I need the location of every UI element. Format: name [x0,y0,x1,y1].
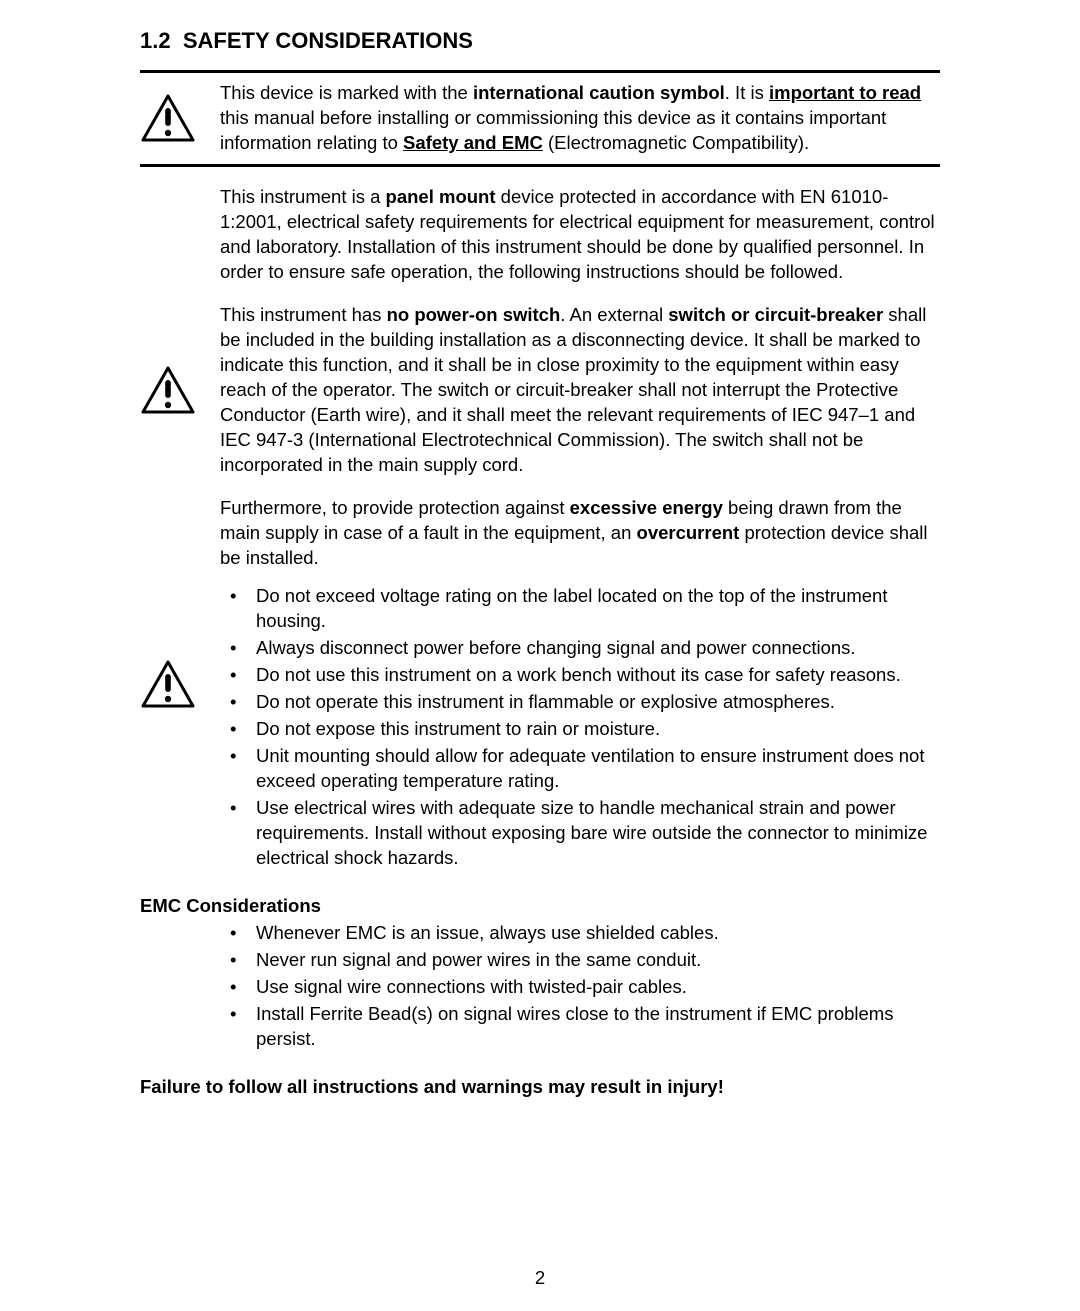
para3-bold-1: excessive energy [570,497,723,518]
list-item: Do not use this instrument on a work ben… [220,663,940,688]
para1-block: This instrument is a panel mount device … [140,185,940,285]
para3-bold-2: overcurrent [637,522,740,543]
final-warning: Failure to follow all instructions and w… [140,1076,940,1098]
list-item: Always disconnect power before changing … [220,636,940,661]
para3-text: Furthermore, to provide protection again… [220,496,940,874]
para2-seg: shall be included in the building instal… [220,304,926,475]
warning-icon-wrap-2 [140,366,196,414]
list-item: Do not exceed voltage rating on the labe… [220,584,940,634]
para1-text: This instrument is a panel mount device … [220,185,940,285]
section-number: 1.2 [140,28,171,53]
list-item: Do not expose this instrument to rain or… [220,717,940,742]
intro-seg: . It is [725,82,769,103]
mid-rule [140,164,940,167]
warning-icon-wrap-1 [140,94,196,142]
list-item: Install Ferrite Bead(s) on signal wires … [220,1002,940,1052]
intro-bold-underline-1: important to read [769,82,921,103]
list-item: Unit mounting should allow for adequate … [220,744,940,794]
emc-block: Whenever EMC is an issue, always use shi… [140,921,940,1054]
list-item-text: Do not exceed voltage rating on the labe… [256,585,887,631]
para2-text: This instrument has no power-on switch. … [220,303,940,478]
para2-seg: . An external [560,304,668,325]
para3-block: Furthermore, to provide protection again… [140,496,940,874]
intro-block: This device is marked with the internati… [140,73,940,164]
list-item-text: Do not expose this instrument to rain or… [256,718,660,739]
intro-seg: (Electromagnetic Compatibility). [543,132,809,153]
icon-spacer-1 [140,185,196,189]
list-item-text: Unit mounting should allow for adequate … [256,745,924,791]
para2-seg: This instrument has [220,304,387,325]
emc-heading: EMC Considerations [140,895,940,917]
list-item: Never run signal and power wires in the … [220,948,940,973]
intro-seg: This device is marked with the [220,82,473,103]
warning-icon [141,94,195,142]
page-number: 2 [0,1267,1080,1289]
warning-icon [141,660,195,708]
warning-icon [141,366,195,414]
list-item-text: Whenever EMC is an issue, always use shi… [256,922,719,943]
list-item: Use electrical wires with adequate size … [220,796,940,871]
para1-seg: This instrument is a [220,186,386,207]
list-item: Whenever EMC is an issue, always use shi… [220,921,940,946]
intro-bold-1: international caution symbol [473,82,725,103]
intro-bold-underline-2: Safety and EMC [403,132,543,153]
list-item-text: Do not use this instrument on a work ben… [256,664,901,685]
intro-text: This device is marked with the internati… [220,81,940,156]
warning-icon-wrap-3 [140,660,196,708]
list-item-text: Never run signal and power wires in the … [256,949,701,970]
icon-spacer-2 [140,921,196,925]
list-item-text: Always disconnect power before changing … [256,637,856,658]
para2-block: This instrument has no power-on switch. … [140,303,940,478]
list-item-text: Install Ferrite Bead(s) on signal wires … [256,1003,893,1049]
list-item-text: Do not operate this instrument in flamma… [256,691,835,712]
precautions-list: Do not exceed voltage rating on the labe… [220,584,940,871]
para2-bold-2: switch or circuit-breaker [668,304,883,325]
list-item-text: Use signal wire connections with twisted… [256,976,687,997]
para3-seg: Furthermore, to provide protection again… [220,497,570,518]
section-title-text: SAFETY CONSIDERATIONS [183,28,473,53]
list-item: Do not operate this instrument in flamma… [220,690,940,715]
list-item-text: Use electrical wires with adequate size … [256,797,927,868]
section-heading: 1.2 SAFETY CONSIDERATIONS [140,28,940,54]
emc-list: Whenever EMC is an issue, always use shi… [220,921,940,1052]
list-item: Use signal wire connections with twisted… [220,975,940,1000]
emc-text: Whenever EMC is an issue, always use shi… [220,921,940,1054]
para2-bold-1: no power-on switch [387,304,561,325]
para1-bold: panel mount [386,186,496,207]
